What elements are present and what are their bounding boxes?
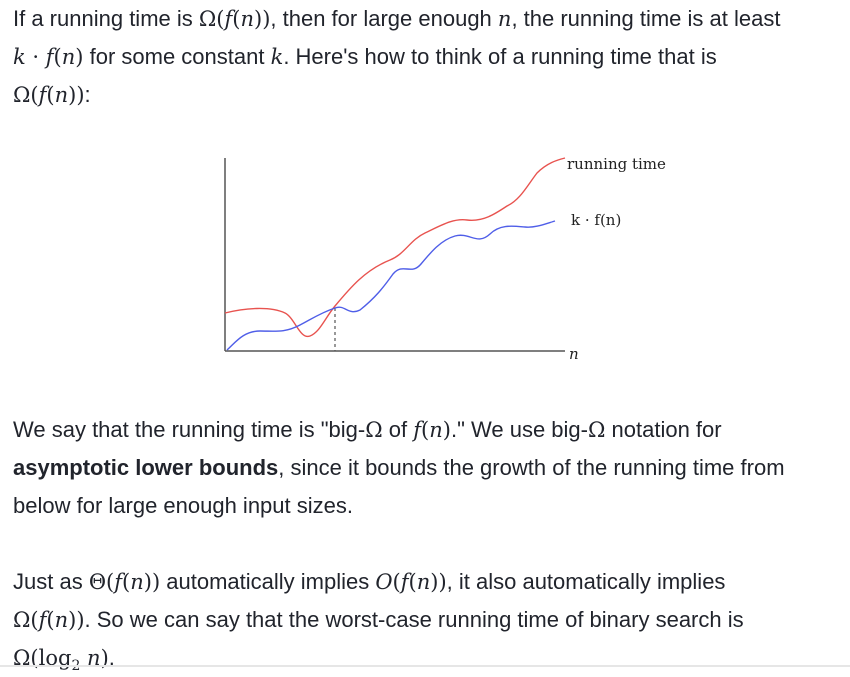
omega-symbol: Ω [588,418,606,442]
omega-symbol: Ω [13,646,31,670]
theta-line-1: Just as Θ(f(n)) automatically implies O(… [13,563,850,601]
text: , the running time is at least [511,6,781,31]
text: Just as [13,569,89,594]
paren: ) [100,646,109,670]
theta-line-2: Ω(f(n)). So we can say that the worst-ca… [13,601,850,639]
var-f: f [413,418,422,442]
omega-symbol: Ω [198,7,217,31]
definition-line-2: asymptotic lower bounds, since it bounds… [13,449,850,487]
paren: )) [254,7,271,31]
text: , it also automatically implies [446,569,726,594]
theta-symbol: Θ [88,570,107,594]
running-time-curve [224,157,566,338]
omega-symbol: Ω [13,83,31,107]
var-n: n [54,83,69,107]
text: of [382,417,414,442]
theta-line-3: Ω(log2 n). [13,639,850,677]
label-n: n [569,345,579,363]
math-omega-f-n: Ω(f(n)) [199,7,271,31]
omega-symbol: Ω [13,608,31,632]
definition-line-1: We say that the running time is "big-Ω o… [13,411,850,449]
paren: ( [30,608,39,632]
var-n: n [54,608,69,632]
math-omega-log-n: Ω(log2 n) [13,646,109,674]
paren: )) [68,608,85,632]
text: . So we can say that the worst-case runn… [84,607,744,632]
definition-line-3: below for large enough input sizes. [13,493,353,518]
var-f: f [114,570,123,594]
paren: ( [46,83,55,107]
omega-symbol: Ω [365,418,383,442]
var-n: n [80,646,101,670]
text: . Here's how to think of a running time … [283,44,717,69]
theta-paragraph: Just as Θ(f(n)) automatically implies O(… [13,563,850,677]
paren: )) [430,570,447,594]
intro-line-1: If a running time is Ω(f(n)), then for l… [13,0,850,38]
paren: ( [232,7,241,31]
paren: ( [392,570,401,594]
big-omega-figure: running time k · f(n) n [224,155,666,363]
paren: ( [122,570,131,594]
var-f: f [400,570,409,594]
paren: ( [53,45,62,69]
text: , since it bounds the growth of the runn… [278,455,785,480]
label-running-time: running time [567,155,666,173]
var-f: f [38,608,47,632]
label-k-f-n: k · f(n) [571,211,621,229]
big-o-symbol: O [375,570,393,594]
definition-paragraph: We say that the running time is "big-Ω o… [13,411,850,525]
text: If a running time is [13,6,199,31]
text: . [108,645,115,670]
bold-term: asymptotic lower bounds [13,455,279,480]
paren: ( [421,418,430,442]
text: automatically implies [160,569,376,594]
var-n: n [130,570,144,594]
text: : [84,82,91,107]
var-n: n [497,7,512,31]
paren: ( [216,7,225,31]
math-O-f-n: O(f(n)) [375,570,446,594]
math-omega-f-n: Ω(f(n)) [13,83,85,107]
var-n: n [61,45,76,69]
var-f: f [224,7,233,31]
paren: )) [68,83,85,107]
text: ." We use big- [450,417,588,442]
text: notation for [605,417,722,442]
text: We say that the running time is "big- [13,417,366,442]
intro-line-2: k · f(n) for some constant k. Here's how… [13,38,850,76]
var-n: n [240,7,255,31]
paren: ( [30,83,39,107]
intro-line-3: Ω(f(n)): [13,76,850,114]
paren: )) [143,570,161,594]
math-omega-f-n: Ω(f(n)) [13,608,85,632]
bottom-divider [0,665,850,667]
var-f: f [38,83,47,107]
var-n: n [429,418,443,442]
intro-paragraph: If a running time is Ω(f(n)), then for l… [13,0,850,114]
text: , then for large enough [270,6,498,31]
k-f-n-curve [226,220,556,351]
paren: ( [46,608,55,632]
paren: ) [442,418,451,442]
var-k: k [13,45,26,69]
paren: ( [106,570,115,594]
paren: ) [75,45,84,69]
var-f: f [45,45,54,69]
math-theta-f-n: Θ(f(n)) [89,570,160,594]
var-n: n [416,570,431,594]
paren: ( [30,646,39,670]
paren: ( [408,570,417,594]
cdot: · [25,45,46,69]
var-k: k [270,45,284,69]
text: for some constant [83,44,271,69]
